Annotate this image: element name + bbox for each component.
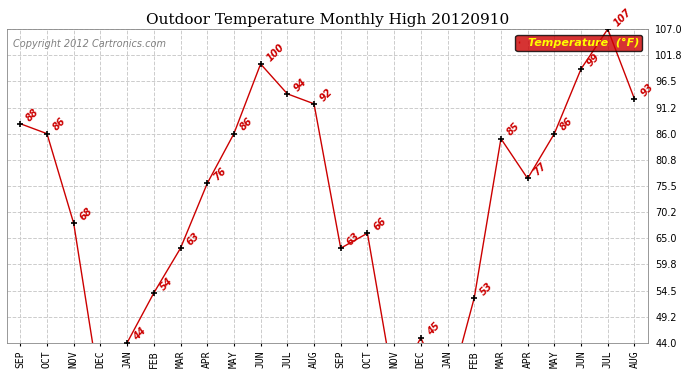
Text: 35: 35 [0, 374, 1, 375]
Text: 63: 63 [185, 231, 201, 248]
Text: 76: 76 [211, 166, 228, 183]
Text: 93: 93 [639, 81, 656, 98]
Text: 85: 85 [505, 121, 522, 138]
Text: 86: 86 [51, 116, 68, 133]
Text: 54: 54 [158, 276, 175, 292]
Text: 100: 100 [265, 42, 286, 63]
Text: 92: 92 [318, 86, 335, 103]
Text: 33: 33 [0, 374, 1, 375]
Text: 94: 94 [291, 76, 308, 93]
Text: 86: 86 [558, 116, 575, 133]
Text: 99: 99 [585, 51, 602, 68]
Text: 34: 34 [0, 374, 1, 375]
Text: 44: 44 [131, 326, 148, 342]
Text: 86: 86 [238, 116, 255, 133]
Text: 63: 63 [345, 231, 362, 248]
Text: 53: 53 [478, 280, 495, 297]
Text: 107: 107 [612, 7, 633, 28]
Legend: Temperature  (°F): Temperature (°F) [515, 34, 642, 51]
Text: 45: 45 [425, 320, 442, 337]
Text: 77: 77 [532, 161, 549, 178]
Text: 68: 68 [78, 206, 95, 222]
Text: 88: 88 [24, 106, 41, 123]
Text: Copyright 2012 Cartronics.com: Copyright 2012 Cartronics.com [13, 39, 166, 48]
Title: Outdoor Temperature Monthly High 20120910: Outdoor Temperature Monthly High 2012091… [146, 12, 509, 27]
Text: 66: 66 [372, 216, 388, 232]
